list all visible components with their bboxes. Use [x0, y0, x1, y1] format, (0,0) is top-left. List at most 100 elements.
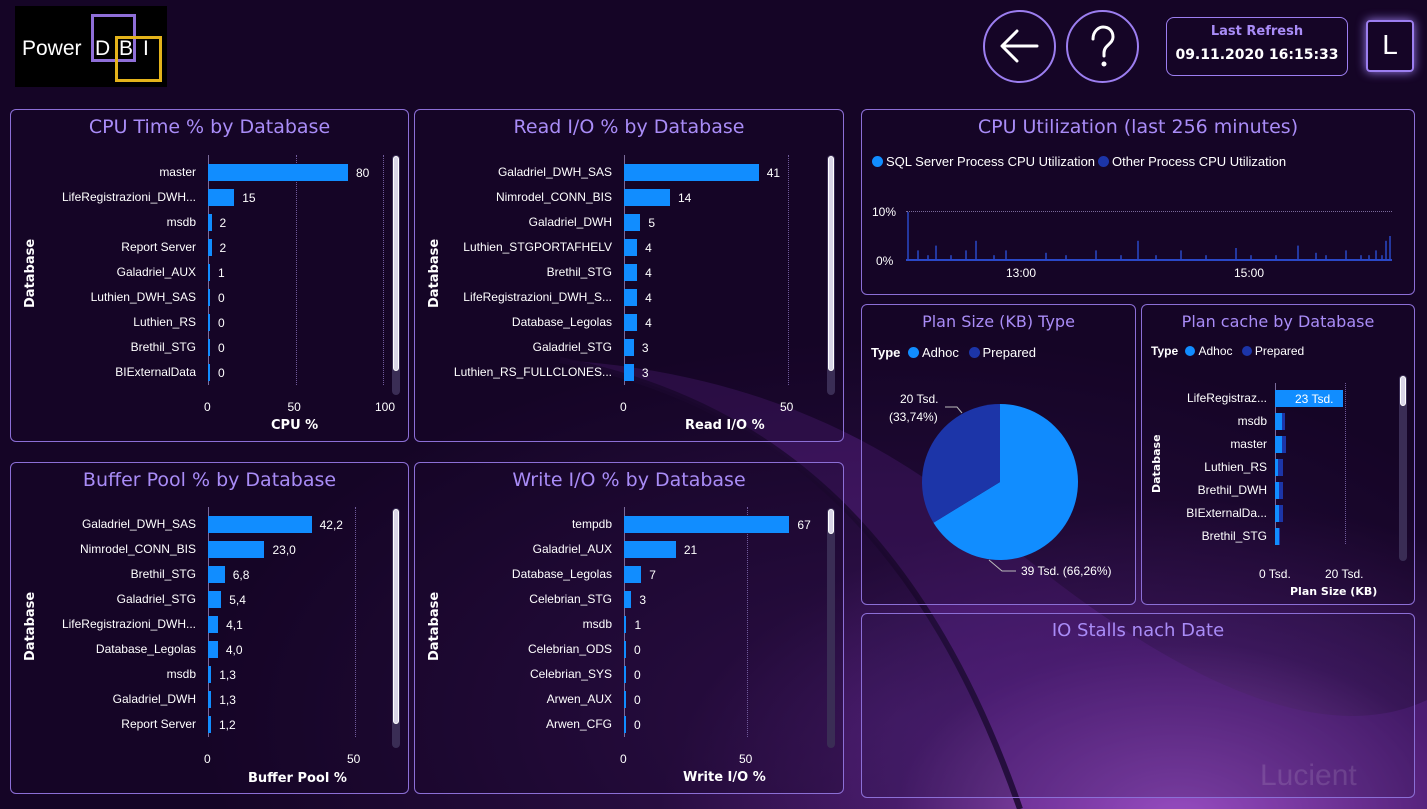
- write_io-data-label: 21: [683, 543, 698, 557]
- plan-cache-bar-adhoc[interactable]: [1275, 482, 1279, 499]
- cpu_time-bar[interactable]: [208, 339, 210, 356]
- buffer_pool-xtick: 50: [347, 752, 361, 766]
- help-button[interactable]: [1066, 10, 1139, 83]
- write_io-bar[interactable]: [624, 591, 632, 608]
- read_io-bar[interactable]: [624, 364, 634, 381]
- write_io-bar[interactable]: [624, 641, 626, 658]
- plan-cache-category-label: LifeRegistraz...: [1186, 391, 1267, 405]
- back-button[interactable]: [983, 10, 1056, 83]
- buffer_pool-bar[interactable]: [208, 691, 212, 708]
- read_io-bar[interactable]: [624, 314, 638, 331]
- plan-cache-bar-prepared[interactable]: [1278, 528, 1280, 545]
- cpu_time-bar[interactable]: [208, 364, 210, 381]
- cpu_time-category-label: BIExternalData: [115, 365, 196, 379]
- last-refresh-box: Last Refresh 09.11.2020 16:15:33: [1166, 17, 1348, 76]
- write_io-bar[interactable]: [624, 616, 627, 633]
- buffer_pool-bar[interactable]: [208, 566, 225, 583]
- plan-cache-bar-prepared[interactable]: [1279, 505, 1283, 522]
- cpu_time-scrollbar[interactable]: [392, 155, 400, 395]
- plan-cache-bar-adhoc[interactable]: [1275, 459, 1278, 476]
- cpu_time-bar[interactable]: [208, 214, 212, 231]
- pie-slice-prepared[interactable]: [922, 404, 1000, 523]
- buffer-pool-panel: Buffer Pool % by Database 0 50 Galadriel_D…: [10, 462, 409, 794]
- cpu_time-bar[interactable]: [208, 289, 210, 306]
- plan-cache-gridline: [1345, 383, 1346, 544]
- buffer_pool-data-label: 4,0: [225, 643, 243, 657]
- write_io-category-label: Galadriel_AUX: [532, 542, 612, 556]
- plan-cache-bar-prepared[interactable]: [1281, 436, 1286, 453]
- write_io-bar[interactable]: [624, 666, 626, 683]
- buffer_pool-bar[interactable]: [208, 591, 222, 608]
- write_io-scrollbar[interactable]: [827, 508, 835, 748]
- cpu_time-scroll-thumb[interactable]: [393, 156, 399, 371]
- read_io-data-label: 4: [645, 316, 652, 330]
- plan-size-pie: [922, 404, 1078, 572]
- write_io-bar[interactable]: [624, 716, 626, 733]
- write_io-bar[interactable]: [624, 541, 676, 558]
- write_io-data-label: 0: [634, 693, 641, 707]
- user-initial: L: [1382, 29, 1398, 60]
- pie-label-prepared-value: 20 Tsd.: [900, 392, 939, 406]
- buffer_pool-scroll-thumb[interactable]: [393, 509, 399, 724]
- buffer-pool-title: Buffer Pool % by Database: [82, 469, 337, 491]
- read_io-bar[interactable]: [624, 189, 670, 206]
- cpu-time-title: CPU Time % by Database: [88, 116, 331, 138]
- write_io-bar[interactable]: [624, 691, 626, 708]
- plan-cache-category-label: Brethil_DWH: [1197, 483, 1267, 497]
- plan-cache-bar-adhoc[interactable]: [1275, 413, 1283, 430]
- plan-cache-scrollbar[interactable]: [1399, 375, 1407, 561]
- write_io-scroll-thumb[interactable]: [828, 509, 834, 534]
- write_io-category-label: Celebrian_SYS: [529, 667, 612, 681]
- buffer_pool-bar[interactable]: [208, 516, 312, 533]
- plan-cache-bar-prepared[interactable]: [1277, 459, 1284, 476]
- plan-cache-scroll-thumb[interactable]: [1400, 376, 1406, 406]
- write_io-ylabel: Database: [427, 591, 442, 661]
- cpu_time-bar[interactable]: [208, 164, 348, 181]
- read_io-bar[interactable]: [624, 214, 641, 231]
- cpu_time-bar[interactable]: [208, 189, 235, 206]
- cpu_time-bar[interactable]: [208, 314, 210, 331]
- logo-letter-i: I: [143, 37, 149, 60]
- read_io-category-label: Database_Legolas: [511, 315, 612, 329]
- plan-cache-legend: Type Adhoc Prepared: [1151, 344, 1304, 358]
- read_io-bar[interactable]: [624, 339, 634, 356]
- read_io-scrollbar[interactable]: [827, 155, 835, 395]
- buffer_pool-bar[interactable]: [208, 641, 218, 658]
- read_io-data-label: 4: [645, 241, 652, 255]
- cpu-line-chart: [907, 212, 1391, 260]
- read_io-scroll-thumb[interactable]: [828, 156, 834, 371]
- buffer_pool-data-label: 5,4: [229, 593, 246, 607]
- buffer_pool-bar[interactable]: [208, 716, 211, 733]
- plan-cache-bar-adhoc[interactable]: [1275, 528, 1279, 545]
- user-avatar[interactable]: L: [1366, 20, 1414, 72]
- cpu_time-bar[interactable]: [208, 264, 210, 281]
- plan-cache-bar-adhoc[interactable]: [1275, 505, 1280, 522]
- read_io-data-label: 3: [641, 341, 649, 355]
- buffer_pool-bar[interactable]: [208, 541, 265, 558]
- write_io-bar[interactable]: [624, 516, 790, 533]
- plan-cache-xlabel: Plan Size (KB): [1290, 585, 1378, 598]
- buffer_pool-bar[interactable]: [208, 616, 219, 633]
- read_io-bar[interactable]: [624, 289, 638, 306]
- write_io-bar[interactable]: [624, 566, 642, 583]
- plan-cache-bar-prepared[interactable]: [1278, 482, 1284, 499]
- plan-cache-bar-prepared[interactable]: [1282, 413, 1286, 430]
- read_io-bar[interactable]: [624, 239, 638, 256]
- read_io-bar[interactable]: [624, 164, 759, 181]
- read_io-data-label: 4: [645, 291, 652, 305]
- adhoc-dot: [908, 347, 920, 358]
- buffer_pool-scrollbar[interactable]: [392, 508, 400, 748]
- write_io-category-label: tempdb: [571, 517, 612, 531]
- plan-cache-bar-adhoc[interactable]: [1275, 390, 1344, 407]
- buffer_pool-category-label: Brethil_STG: [130, 567, 196, 581]
- other-series-dot: [1098, 156, 1109, 167]
- plan-cache-bar-adhoc[interactable]: [1275, 436, 1282, 453]
- pie-slice-adhoc[interactable]: [933, 404, 1078, 560]
- cpu_time-bar[interactable]: [208, 239, 212, 256]
- buffer_pool-bar[interactable]: [208, 666, 212, 683]
- buffer_pool-category-label: Nimrodel_CONN_BIS: [79, 542, 196, 556]
- write-io-title: Write I/O % by Database: [512, 469, 746, 491]
- buffer_pool-data-label: 42,2: [319, 518, 343, 532]
- write_io-category-label: Celebrian_STG: [529, 592, 612, 606]
- read_io-bar[interactable]: [624, 264, 638, 281]
